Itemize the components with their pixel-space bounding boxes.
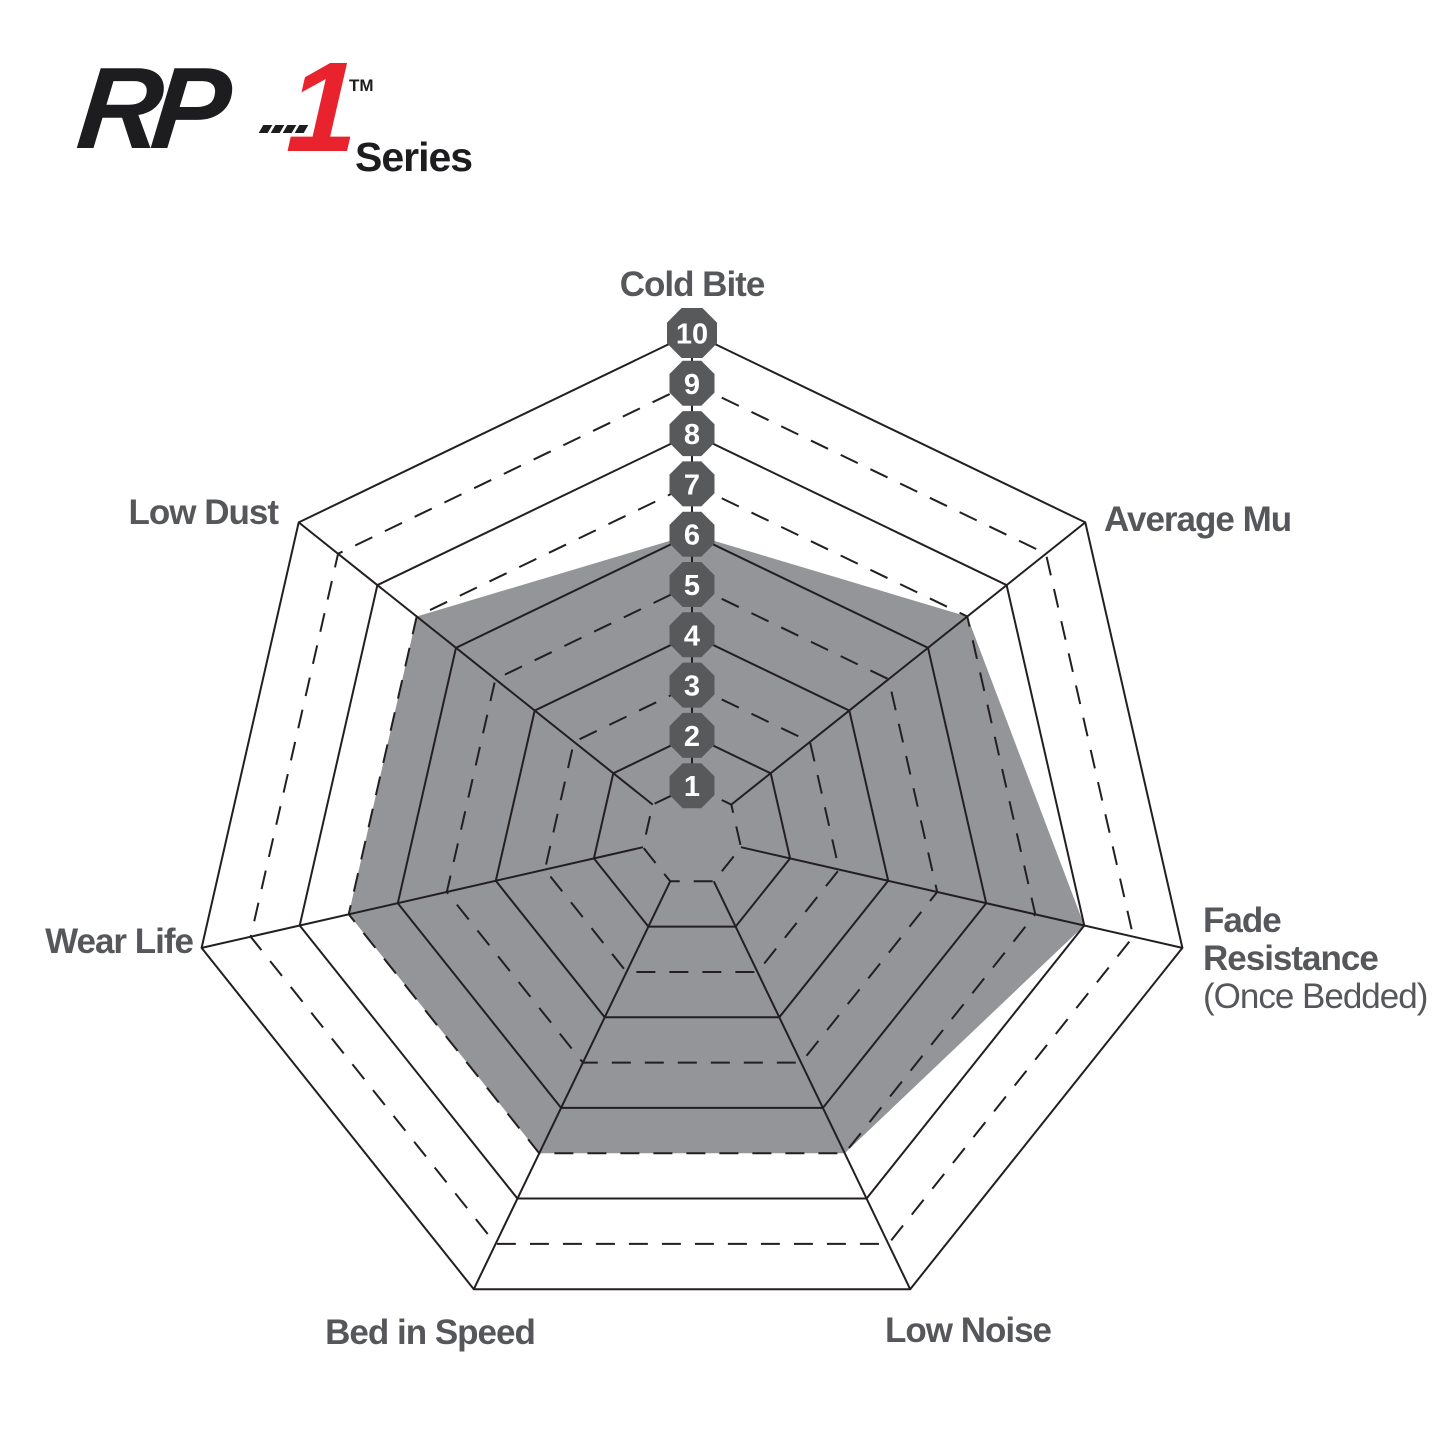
logo-series-text: Series [355,134,473,180]
radar-ring-8 [298,432,1086,1200]
radar-spoke-6 [298,521,654,806]
radar-spoke-1 [730,521,1086,806]
scale-badge-number-10: 10 [676,319,708,351]
axis-label-cold-bite: Cold Bite [620,265,765,304]
rp1-series-logo: RP 1 TM Series [72,36,565,192]
radar-ring-1 [641,784,743,883]
radar-spoke-3 [712,880,912,1290]
scale-badge-1 [669,763,715,809]
scale-badge-6 [669,511,715,557]
radar-data-polygon [348,534,1085,1154]
scale-badge-number-5: 5 [684,570,700,602]
radar-ring-9 [249,382,1135,1245]
radar-spoke-5 [201,846,644,949]
scale-badge-8 [669,411,715,457]
axis-label-fade-line2: Resistance [1203,939,1378,978]
scale-badge-3 [669,662,715,708]
radar-ring-4 [494,633,890,1019]
scale-badge-9 [669,360,715,406]
radar-spoke-4 [472,880,672,1290]
scale-badge-4 [669,612,715,658]
radar-ring-6 [396,533,988,1109]
scale-badge-number-9: 9 [684,369,700,401]
trademark-symbol: TM [349,76,374,95]
radar-ring-5 [445,583,939,1064]
axis-label-fade-line1: Fade [1203,901,1281,940]
scale-badge-number-8: 8 [684,419,700,451]
axis-label-low-noise: Low Noise [885,1311,1052,1350]
radar-spoke-2 [740,846,1183,949]
radar-ring-7 [347,482,1037,1155]
scale-badge-2 [669,712,715,758]
scale-badge-number-7: 7 [684,469,700,501]
scale-badge-5 [669,562,715,607]
scale-badge-number-3: 3 [684,671,700,703]
axis-label-fade-line3: (Once Bedded) [1203,977,1427,1016]
axis-label-wear-life: Wear Life [45,922,193,961]
radar-grid-layer: 1 2 3 4 5 6 7 8 9 10 [200,308,1184,1291]
scale-badge-number-2: 2 [684,721,700,753]
radar-ring-3 [543,683,841,973]
scale-badge-7 [669,461,715,507]
radar-ring-10 [200,331,1184,1291]
scale-badge-number-1: 1 [684,771,700,803]
axis-label-bed-in-speed: Bed in Speed [325,1313,535,1352]
scale-badge-number-6: 6 [684,520,700,552]
scale-badge-number-4: 4 [684,620,700,652]
radar-ring-2 [592,734,792,928]
scale-badge-10 [667,308,717,358]
radar-axis-labels: Cold Bite Average Mu Fade Resistance (On… [45,265,1428,1352]
axis-label-low-dust: Low Dust [129,493,280,532]
axis-label-average-mu: Average Mu [1104,500,1291,539]
